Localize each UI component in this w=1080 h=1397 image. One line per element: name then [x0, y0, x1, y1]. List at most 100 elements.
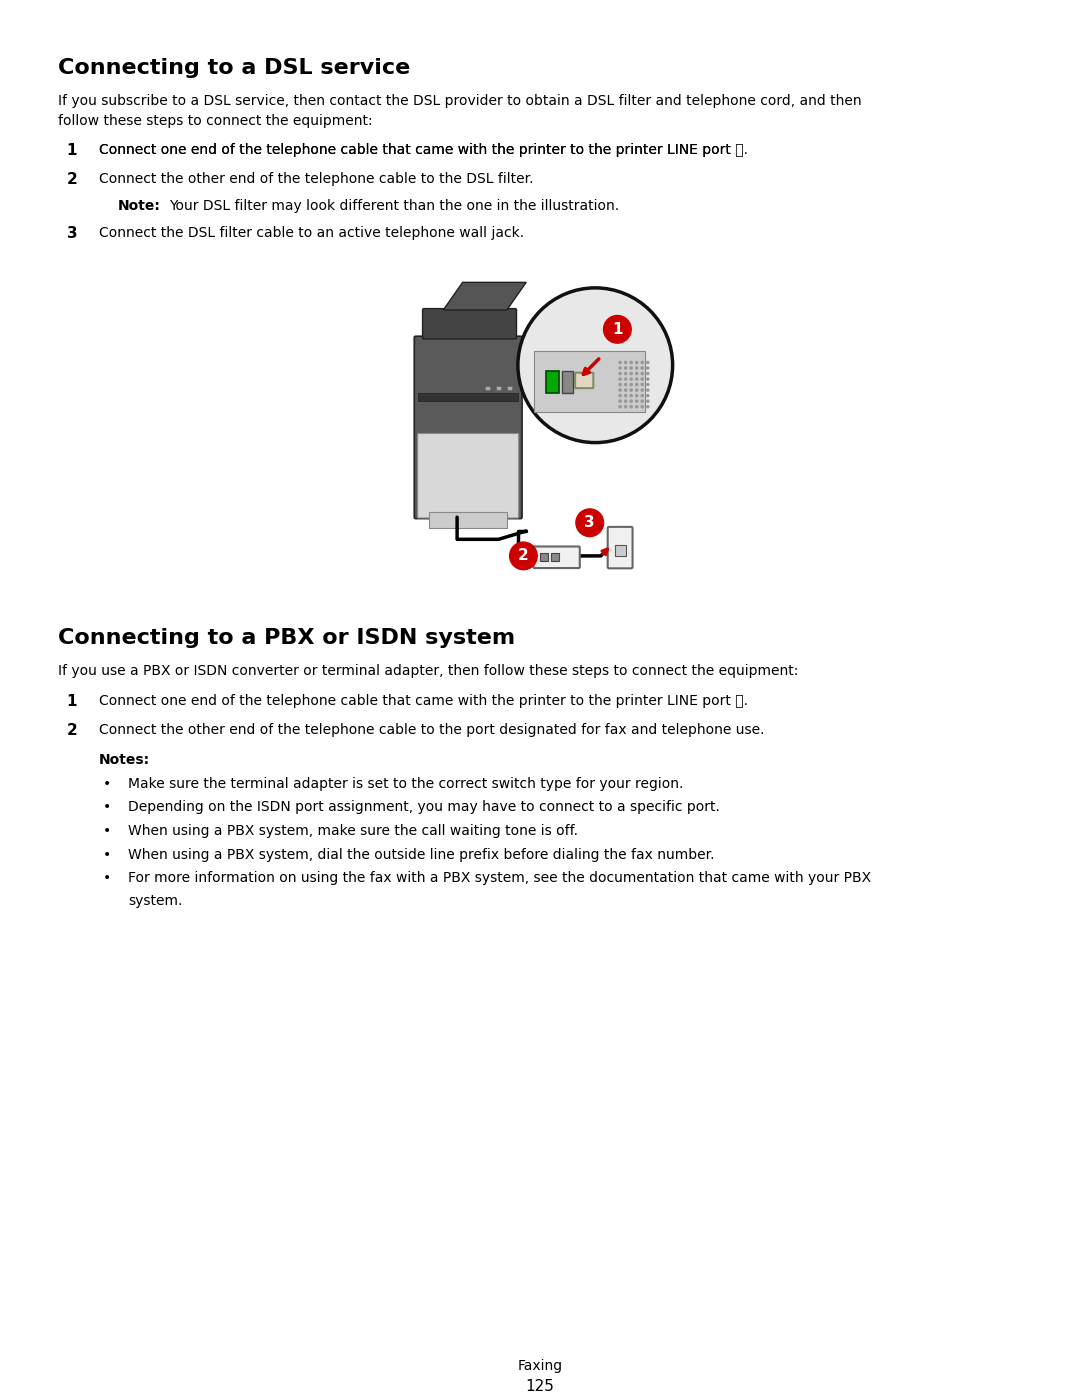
- FancyBboxPatch shape: [422, 309, 516, 339]
- Circle shape: [636, 405, 638, 408]
- Circle shape: [630, 379, 632, 380]
- Circle shape: [619, 362, 621, 363]
- Bar: [485, 386, 490, 390]
- Circle shape: [624, 383, 626, 386]
- Text: •: •: [104, 870, 111, 886]
- Text: 3: 3: [584, 515, 595, 531]
- Circle shape: [624, 373, 626, 374]
- Text: Connect the other end of the telephone cable to the port designated for fax and : Connect the other end of the telephone c…: [99, 724, 765, 738]
- Circle shape: [642, 400, 644, 402]
- Circle shape: [636, 388, 638, 391]
- Text: •: •: [104, 800, 111, 814]
- Circle shape: [630, 394, 632, 397]
- Bar: [496, 386, 501, 390]
- Text: 2: 2: [67, 172, 78, 187]
- Text: Connect one end of the telephone cable that came with the printer to the printer: Connect one end of the telephone cable t…: [99, 142, 748, 156]
- Circle shape: [630, 383, 632, 386]
- Circle shape: [647, 367, 649, 369]
- Circle shape: [647, 405, 649, 408]
- Text: Connect the other end of the telephone cable to the DSL filter.: Connect the other end of the telephone c…: [99, 172, 534, 187]
- Circle shape: [619, 394, 621, 397]
- Circle shape: [642, 388, 644, 391]
- Circle shape: [636, 373, 638, 374]
- Circle shape: [624, 362, 626, 363]
- Bar: [540, 553, 549, 562]
- Circle shape: [647, 373, 649, 374]
- Text: If you use a PBX or ISDN converter or terminal adapter, then follow these steps : If you use a PBX or ISDN converter or te…: [58, 664, 798, 678]
- Text: system.: system.: [129, 894, 183, 908]
- Circle shape: [647, 362, 649, 363]
- Text: 125: 125: [526, 1379, 554, 1394]
- Circle shape: [647, 383, 649, 386]
- Text: •: •: [104, 848, 111, 862]
- Circle shape: [642, 367, 644, 369]
- Text: Your DSL filter may look different than the one in the illustration.: Your DSL filter may look different than …: [170, 198, 619, 212]
- Circle shape: [647, 379, 649, 380]
- Text: 1: 1: [612, 321, 622, 337]
- FancyBboxPatch shape: [415, 337, 522, 518]
- Circle shape: [624, 394, 626, 397]
- Text: When using a PBX system, dial the outside line prefix before dialing the fax num: When using a PBX system, dial the outsid…: [129, 848, 715, 862]
- Circle shape: [630, 388, 632, 391]
- Circle shape: [510, 542, 537, 570]
- Circle shape: [636, 394, 638, 397]
- Circle shape: [624, 388, 626, 391]
- Circle shape: [624, 405, 626, 408]
- Bar: [535, 352, 645, 412]
- Circle shape: [636, 400, 638, 402]
- FancyBboxPatch shape: [575, 373, 593, 388]
- Circle shape: [624, 400, 626, 402]
- Text: 2: 2: [518, 549, 529, 563]
- FancyBboxPatch shape: [418, 433, 518, 518]
- Bar: [551, 553, 559, 562]
- Circle shape: [636, 379, 638, 380]
- Circle shape: [619, 367, 621, 369]
- Circle shape: [619, 379, 621, 380]
- Circle shape: [642, 394, 644, 397]
- Text: Connecting to a DSL service: Connecting to a DSL service: [58, 59, 410, 78]
- Circle shape: [647, 400, 649, 402]
- Circle shape: [518, 288, 673, 443]
- Text: Connect one end of the telephone cable that came with the printer to the printer: Connect one end of the telephone cable t…: [99, 693, 748, 707]
- Text: Faxing: Faxing: [517, 1359, 563, 1373]
- Circle shape: [630, 362, 632, 363]
- Circle shape: [624, 379, 626, 380]
- Circle shape: [636, 367, 638, 369]
- Text: Connect one end of the telephone cable that came with the printer to the printer: Connect one end of the telephone cable t…: [99, 142, 731, 156]
- Circle shape: [642, 373, 644, 374]
- Bar: [430, 511, 507, 528]
- Circle shape: [642, 383, 644, 386]
- Text: 3: 3: [67, 225, 78, 240]
- Circle shape: [619, 383, 621, 386]
- Text: Connect the DSL filter cable to an active telephone wall jack.: Connect the DSL filter cable to an activ…: [99, 225, 524, 239]
- Text: •: •: [104, 777, 111, 791]
- Circle shape: [636, 383, 638, 386]
- Circle shape: [619, 400, 621, 402]
- Circle shape: [647, 388, 649, 391]
- Circle shape: [642, 379, 644, 380]
- Circle shape: [630, 367, 632, 369]
- Circle shape: [619, 388, 621, 391]
- Text: If you subscribe to a DSL service, then contact the DSL provider to obtain a DSL: If you subscribe to a DSL service, then …: [58, 94, 862, 108]
- Text: 1: 1: [67, 693, 77, 708]
- Circle shape: [619, 405, 621, 408]
- Text: For more information on using the fax with a PBX system, see the documentation t: For more information on using the fax wi…: [129, 870, 872, 886]
- Bar: [545, 370, 559, 393]
- Circle shape: [576, 509, 604, 536]
- Circle shape: [619, 373, 621, 374]
- Circle shape: [647, 394, 649, 397]
- Text: •: •: [104, 824, 111, 838]
- Text: 1: 1: [67, 142, 77, 158]
- Circle shape: [642, 362, 644, 363]
- FancyBboxPatch shape: [608, 527, 633, 569]
- Text: Connecting to a PBX or ISDN system: Connecting to a PBX or ISDN system: [58, 629, 515, 648]
- Text: When using a PBX system, make sure the call waiting tone is off.: When using a PBX system, make sure the c…: [129, 824, 578, 838]
- Bar: [418, 393, 518, 401]
- Bar: [507, 386, 512, 390]
- Circle shape: [630, 405, 632, 408]
- Bar: [562, 370, 573, 393]
- Text: Make sure the terminal adapter is set to the correct switch type for your region: Make sure the terminal adapter is set to…: [129, 777, 684, 791]
- Text: Notes:: Notes:: [99, 753, 150, 767]
- Text: follow these steps to connect the equipment:: follow these steps to connect the equipm…: [58, 113, 373, 127]
- Circle shape: [604, 316, 631, 344]
